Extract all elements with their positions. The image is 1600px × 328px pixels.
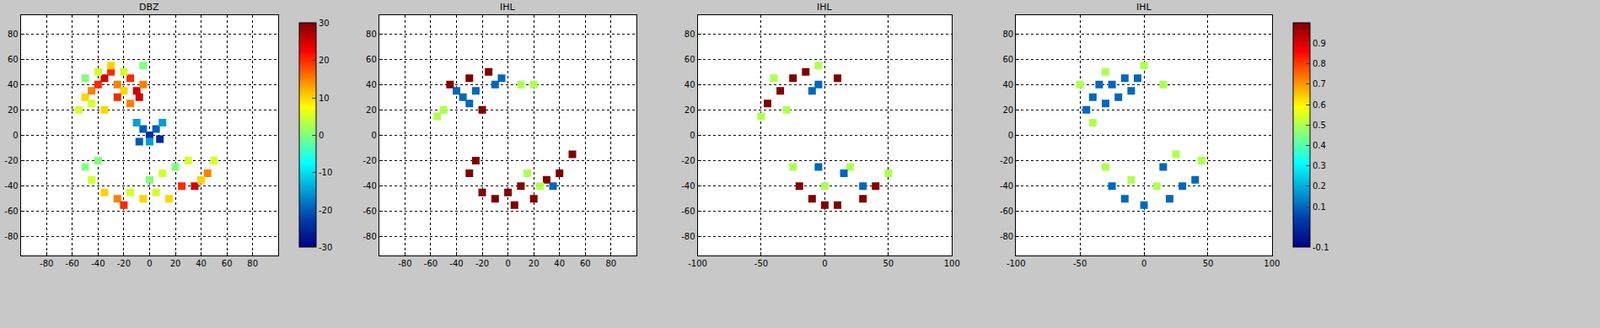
svg-text:0: 0 — [1008, 130, 1014, 140]
svg-text:0: 0 — [370, 130, 376, 140]
svg-text:0: 0 — [318, 130, 324, 140]
svg-text:-60: -60 — [4, 206, 18, 216]
svg-text:-0.1: -0.1 — [1312, 242, 1330, 253]
svg-text:-30: -30 — [318, 242, 333, 253]
svg-text:-50: -50 — [754, 258, 768, 269]
svg-text:30: 30 — [318, 18, 330, 28]
svg-text:20: 20 — [170, 258, 182, 269]
svg-text:0: 0 — [504, 258, 511, 269]
svg-text:50: 50 — [1202, 258, 1214, 269]
svg-text:-20: -20 — [4, 155, 18, 166]
svg-text:0.4: 0.4 — [1312, 140, 1327, 151]
svg-text:-50: -50 — [1073, 258, 1087, 269]
svg-text:80: 80 — [605, 258, 617, 269]
svg-text:-60: -60 — [65, 258, 80, 269]
svg-text:-40: -40 — [449, 258, 463, 269]
svg-text:IHL: IHL — [816, 1, 833, 13]
svg-text:0: 0 — [12, 130, 18, 140]
svg-text:-80: -80 — [39, 258, 54, 269]
svg-text:-40: -40 — [91, 258, 105, 269]
svg-text:-10: -10 — [318, 167, 333, 178]
svg-text:20: 20 — [684, 105, 696, 115]
svg-text:50: 50 — [883, 258, 895, 269]
svg-text:10: 10 — [318, 93, 330, 103]
svg-text:80: 80 — [365, 29, 377, 39]
svg-text:-100: -100 — [687, 258, 708, 269]
svg-text:-20: -20 — [318, 205, 333, 215]
svg-text:40: 40 — [553, 258, 565, 269]
svg-text:-40: -40 — [999, 181, 1014, 191]
svg-text:0.5: 0.5 — [1312, 120, 1327, 130]
svg-text:-80: -80 — [4, 231, 18, 242]
svg-text:IHL: IHL — [499, 1, 516, 13]
svg-text:0: 0 — [821, 258, 827, 269]
svg-text:80: 80 — [246, 258, 258, 269]
svg-text:100: 100 — [944, 258, 961, 269]
svg-text:0.8: 0.8 — [1312, 59, 1327, 69]
svg-text:-80: -80 — [681, 231, 695, 242]
svg-text:40: 40 — [195, 258, 207, 269]
svg-text:-40: -40 — [362, 181, 376, 191]
svg-text:-80: -80 — [397, 258, 412, 269]
svg-text:20: 20 — [365, 105, 377, 115]
svg-text:40: 40 — [684, 80, 696, 90]
svg-text:60: 60 — [579, 258, 591, 269]
svg-text:-100: -100 — [1006, 258, 1026, 269]
svg-text:60: 60 — [7, 54, 19, 65]
svg-text:20: 20 — [7, 105, 19, 115]
svg-text:0.9: 0.9 — [1312, 38, 1327, 49]
svg-text:DBZ: DBZ — [139, 1, 160, 13]
svg-text:-40: -40 — [4, 181, 18, 191]
svg-text:-60: -60 — [424, 258, 438, 269]
svg-text:IHL: IHL — [1136, 1, 1153, 13]
svg-text:60: 60 — [1002, 54, 1014, 65]
svg-text:60: 60 — [365, 54, 377, 65]
svg-text:-40: -40 — [681, 181, 695, 191]
svg-text:80: 80 — [684, 29, 696, 39]
svg-text:-80: -80 — [362, 231, 376, 242]
svg-text:40: 40 — [7, 80, 19, 90]
svg-text:0.6: 0.6 — [1312, 100, 1327, 110]
svg-text:20: 20 — [528, 258, 540, 269]
svg-text:0: 0 — [146, 258, 152, 269]
svg-text:40: 40 — [1002, 80, 1014, 90]
svg-text:-80: -80 — [999, 231, 1014, 242]
svg-text:0: 0 — [1141, 258, 1147, 269]
svg-text:0: 0 — [689, 130, 695, 140]
svg-text:0.7: 0.7 — [1312, 79, 1327, 89]
svg-text:0.3: 0.3 — [1312, 161, 1327, 171]
svg-text:-20: -20 — [681, 155, 695, 166]
svg-text:20: 20 — [1002, 105, 1014, 115]
svg-text:-60: -60 — [362, 206, 376, 216]
svg-text:-60: -60 — [999, 206, 1014, 216]
svg-text:60: 60 — [221, 258, 233, 269]
svg-text:60: 60 — [684, 54, 696, 65]
svg-text:-20: -20 — [475, 258, 489, 269]
svg-text:80: 80 — [7, 29, 19, 39]
svg-text:-20: -20 — [999, 155, 1014, 166]
svg-text:-20: -20 — [362, 155, 376, 166]
svg-text:40: 40 — [365, 80, 377, 90]
svg-text:20: 20 — [318, 55, 330, 65]
svg-text:-20: -20 — [117, 258, 131, 269]
svg-text:80: 80 — [1002, 29, 1014, 39]
svg-text:0.2: 0.2 — [1312, 181, 1327, 191]
svg-text:0.1: 0.1 — [1312, 202, 1327, 212]
svg-text:100: 100 — [1263, 258, 1280, 269]
svg-text:-60: -60 — [681, 206, 695, 216]
